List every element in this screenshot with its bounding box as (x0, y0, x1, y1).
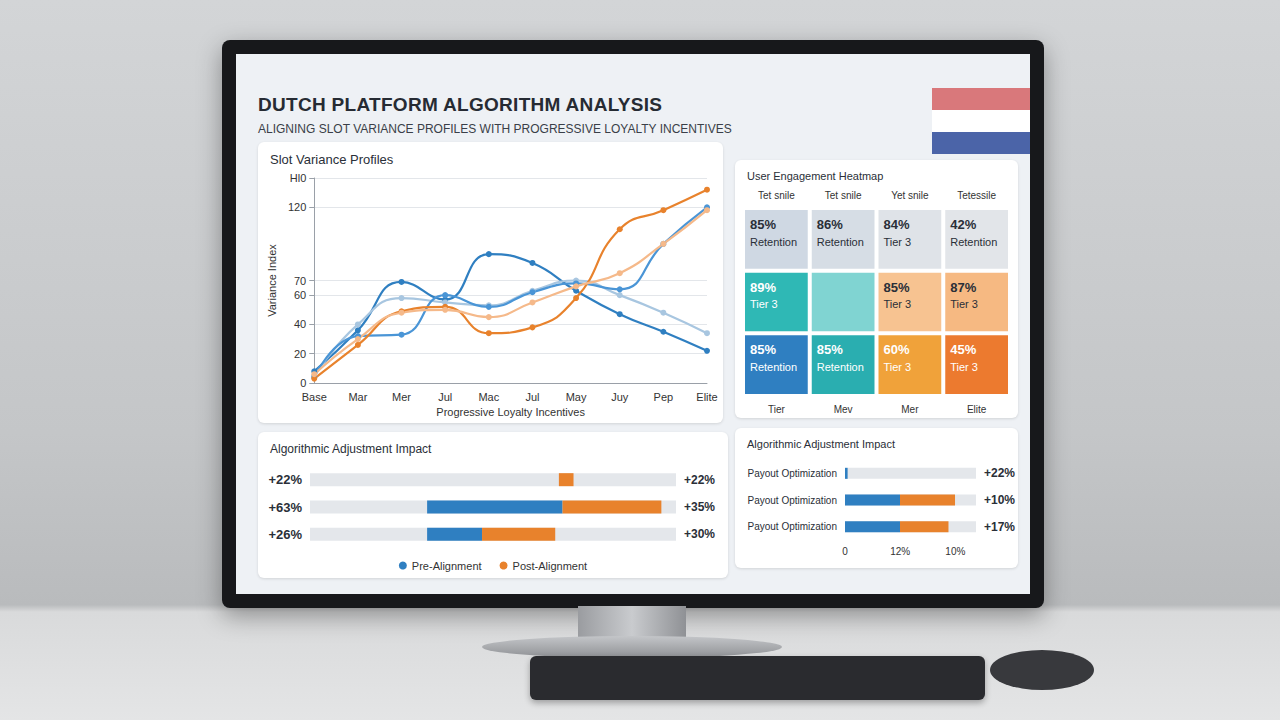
svg-text:Tier 3: Tier 3 (884, 361, 912, 373)
svg-text:Progressive Loyalty Incentives: Progressive Loyalty Incentives (436, 406, 585, 418)
svg-text:Pre-Alignment: Pre-Alignment (412, 560, 482, 572)
svg-text:45%: 45% (950, 342, 976, 357)
html-text:10%: 10% (945, 546, 966, 557)
svg-text:+35%: +35% (684, 500, 715, 514)
svg-text:Mev: Mev (834, 404, 853, 415)
svg-text:+22%: +22% (268, 472, 302, 487)
svg-text:Tetessile: Tetessile (957, 190, 996, 201)
html-text:DUTCH PLATFORM ALGORITHM ANALY: DUTCH PLATFORM ALGORITHM ANALYSIS (258, 94, 663, 115)
svg-text:May: May (566, 391, 587, 403)
svg-text:Elite: Elite (696, 391, 717, 403)
svg-text:Retention: Retention (750, 236, 797, 248)
svg-text:Base: Base (302, 391, 327, 403)
svg-text:Tier: Tier (768, 404, 786, 415)
svg-text:60: 60 (294, 289, 306, 301)
svg-text:Tier 3: Tier 3 (884, 236, 912, 248)
html-text:Algorithmic Adjustment Impact: Algorithmic Adjustment Impact (270, 442, 432, 456)
svg-text:Payout Optimization: Payout Optimization (748, 468, 838, 479)
svg-text:Tet snile: Tet snile (825, 190, 862, 201)
svg-text:85%: 85% (884, 280, 910, 295)
svg-text:40: 40 (294, 318, 306, 330)
svg-text:+10%: +10% (984, 493, 1015, 507)
svg-text:85%: 85% (750, 342, 776, 357)
svg-text:Pep: Pep (654, 391, 674, 403)
svg-text:Jul: Jul (438, 391, 452, 403)
html-text:0: 0 (842, 546, 848, 557)
svg-text:Post-Alignment: Post-Alignment (513, 560, 588, 572)
html-text:ALIGNING SLOT VARIANCE PROFILE: ALIGNING SLOT VARIANCE PROFILES WITH PRO… (258, 122, 732, 136)
svg-text:86%: 86% (817, 217, 843, 232)
svg-text:+17%: +17% (984, 520, 1015, 534)
svg-text:Variance Index: Variance Index (266, 244, 278, 317)
svg-text:0: 0 (300, 377, 306, 389)
svg-text:Mac: Mac (478, 391, 499, 403)
svg-text:60%: 60% (884, 342, 910, 357)
svg-text:+22%: +22% (984, 466, 1015, 480)
svg-text:Tier 3: Tier 3 (950, 298, 978, 310)
svg-text:87%: 87% (950, 280, 976, 295)
svg-text:Mer: Mer (901, 404, 919, 415)
svg-text:120: 120 (288, 201, 306, 213)
svg-text:Yet snile: Yet snile (891, 190, 929, 201)
html-text:User Engagement Heatmap: User Engagement Heatmap (747, 170, 884, 182)
svg-text:Hl0: Hl0 (290, 172, 307, 184)
svg-text:Jul: Jul (525, 391, 539, 403)
svg-text:Mer: Mer (392, 391, 411, 403)
svg-text:42%: 42% (950, 217, 976, 232)
svg-text:20: 20 (294, 348, 306, 360)
svg-text:Retention: Retention (750, 361, 797, 373)
svg-text:85%: 85% (817, 342, 843, 357)
svg-text:84%: 84% (884, 217, 910, 232)
svg-text:Retention: Retention (950, 236, 997, 248)
svg-text:Payout Optimization: Payout Optimization (748, 495, 838, 506)
svg-text:+26%: +26% (268, 527, 302, 542)
svg-text:Tier 3: Tier 3 (750, 298, 778, 310)
html-text:Algorithmic Adjustment Impact: Algorithmic Adjustment Impact (747, 438, 895, 450)
svg-text:Tet snile: Tet snile (758, 190, 795, 201)
svg-text:85%: 85% (750, 217, 776, 232)
svg-text:Tier 3: Tier 3 (884, 298, 912, 310)
html-text:Slot Variance Profiles: Slot Variance Profiles (270, 152, 394, 167)
svg-text:+63%: +63% (268, 500, 302, 515)
svg-text:Mar: Mar (348, 391, 367, 403)
html-text:12%: 12% (890, 546, 911, 557)
svg-text:Juy: Juy (611, 391, 629, 403)
svg-text:+30%: +30% (684, 527, 715, 541)
svg-text:70: 70 (294, 275, 306, 287)
svg-text:Payout Optimization: Payout Optimization (748, 521, 838, 532)
svg-text:Retention: Retention (817, 236, 864, 248)
svg-text:89%: 89% (750, 280, 776, 295)
svg-text:Retention: Retention (817, 361, 864, 373)
svg-text:Tier 3: Tier 3 (950, 361, 978, 373)
svg-text:Elite: Elite (967, 404, 987, 415)
svg-text:+22%: +22% (684, 473, 715, 487)
